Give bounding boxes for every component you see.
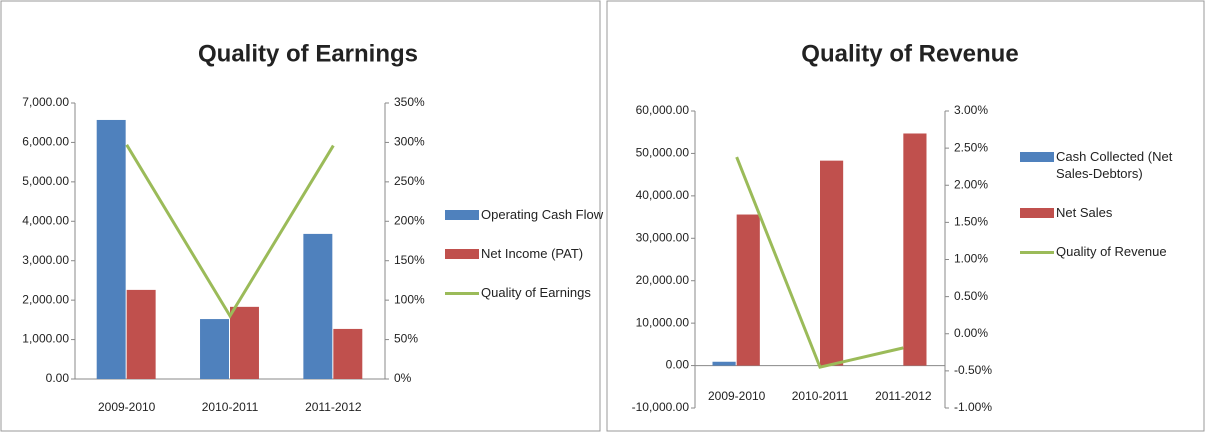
legend-item: Net Sales: [1020, 204, 1200, 221]
line-series: [735, 156, 904, 369]
legend: Operating Cash Flow Net Income (PAT) Quali…: [445, 206, 605, 323]
y2-tick-label: 1.00%: [954, 252, 988, 266]
legend-item: Operating Cash Flow: [445, 206, 605, 223]
x-tick-label: 2010-2011: [792, 389, 849, 403]
line-series: [125, 144, 335, 319]
legend-label: Net Income (PAT): [481, 246, 584, 261]
panel-border: [0, 0, 601, 432]
x-tick-label: 2009-2010: [98, 400, 156, 414]
y-tick-label: 3,000.00: [22, 253, 69, 267]
legend-item: Quality of Earnings: [445, 284, 605, 301]
bar: [96, 119, 126, 379]
y2-tick-label: 0%: [394, 371, 412, 385]
y-tick-label: -10,000.00: [632, 400, 690, 414]
y2-tick-label: -1.00%: [954, 400, 992, 414]
legend-label: Quality of Earnings: [481, 285, 591, 300]
y-tick-label: 10,000.00: [636, 315, 690, 329]
y-tick-label: 4,000.00: [22, 213, 69, 227]
y2-tick-label: 3.00%: [954, 103, 988, 117]
bar: [333, 328, 363, 379]
y2-tick-label: 0.00%: [954, 326, 988, 340]
bar: [712, 361, 736, 366]
y2-tick-label: 2.50%: [954, 140, 988, 154]
y-tick-label: 60,000.00: [636, 103, 690, 117]
legend-swatch: [445, 210, 479, 220]
y-tick-label: 1,000.00: [22, 332, 69, 346]
bar: [230, 306, 259, 379]
y2-tick-label: 1.50%: [954, 215, 988, 229]
chart-title: Quality of Revenue: [801, 40, 1018, 67]
bar: [200, 319, 229, 379]
y-tick-label: 40,000.00: [636, 188, 690, 202]
legend-swatch: [445, 292, 479, 295]
y2-tick-label: 150%: [394, 253, 425, 267]
y-tick-label: 0.00: [666, 358, 690, 372]
legend-label: Net Sales: [1056, 205, 1113, 220]
legend-swatch: [445, 249, 479, 259]
x-tick-label: 2010-2011: [202, 400, 259, 414]
y2-tick-label: 350%: [394, 95, 425, 109]
panel-border: [606, 0, 1205, 432]
bar: [903, 133, 927, 366]
legend-swatch: [1020, 251, 1054, 254]
legend: Cash Collected (Net Sales-Debtors) Net Sa…: [1020, 148, 1200, 282]
legend-item: Quality of Revenue: [1020, 243, 1200, 260]
legend-item: Net Income (PAT): [445, 245, 605, 262]
y-tick-label: 0.00: [46, 371, 70, 385]
legend-label: Operating Cash Flow: [481, 207, 604, 222]
y-tick-label: 2,000.00: [22, 292, 69, 306]
y2-tick-label: 300%: [394, 135, 425, 149]
y-tick-label: 20,000.00: [636, 273, 690, 287]
y2-tick-label: 100%: [394, 292, 425, 306]
y-tick-label: 30,000.00: [636, 230, 690, 244]
y2-tick-label: 200%: [394, 213, 425, 227]
y2-tick-label: -0.50%: [954, 363, 992, 377]
legend-label: Quality of Revenue: [1056, 244, 1167, 259]
x-tick-label: 2011-2012: [875, 389, 932, 403]
bar: [820, 160, 844, 366]
y-tick-label: 7,000.00: [22, 95, 69, 109]
y2-tick-label: 2.00%: [954, 177, 988, 191]
legend-swatch: [1020, 208, 1054, 218]
x-tick-label: 2011-2012: [305, 400, 362, 414]
y-tick-label: 50,000.00: [636, 146, 690, 160]
y2-tick-label: 0.50%: [954, 289, 988, 303]
y2-tick-label: 250%: [394, 174, 425, 188]
legend-swatch: [1020, 152, 1054, 162]
bar: [126, 289, 156, 379]
legend-label: Cash Collected (Net Sales-Debtors): [1056, 149, 1173, 181]
legend-item: Cash Collected (Net Sales-Debtors): [1020, 148, 1200, 182]
bar: [736, 214, 760, 366]
y2-tick-label: 50%: [394, 332, 418, 346]
x-tick-label: 2009-2010: [708, 389, 766, 403]
bar: [303, 233, 333, 379]
chart-title: Quality of Earnings: [198, 40, 418, 67]
y-tick-label: 6,000.00: [22, 135, 69, 149]
y-tick-label: 5,000.00: [22, 174, 69, 188]
